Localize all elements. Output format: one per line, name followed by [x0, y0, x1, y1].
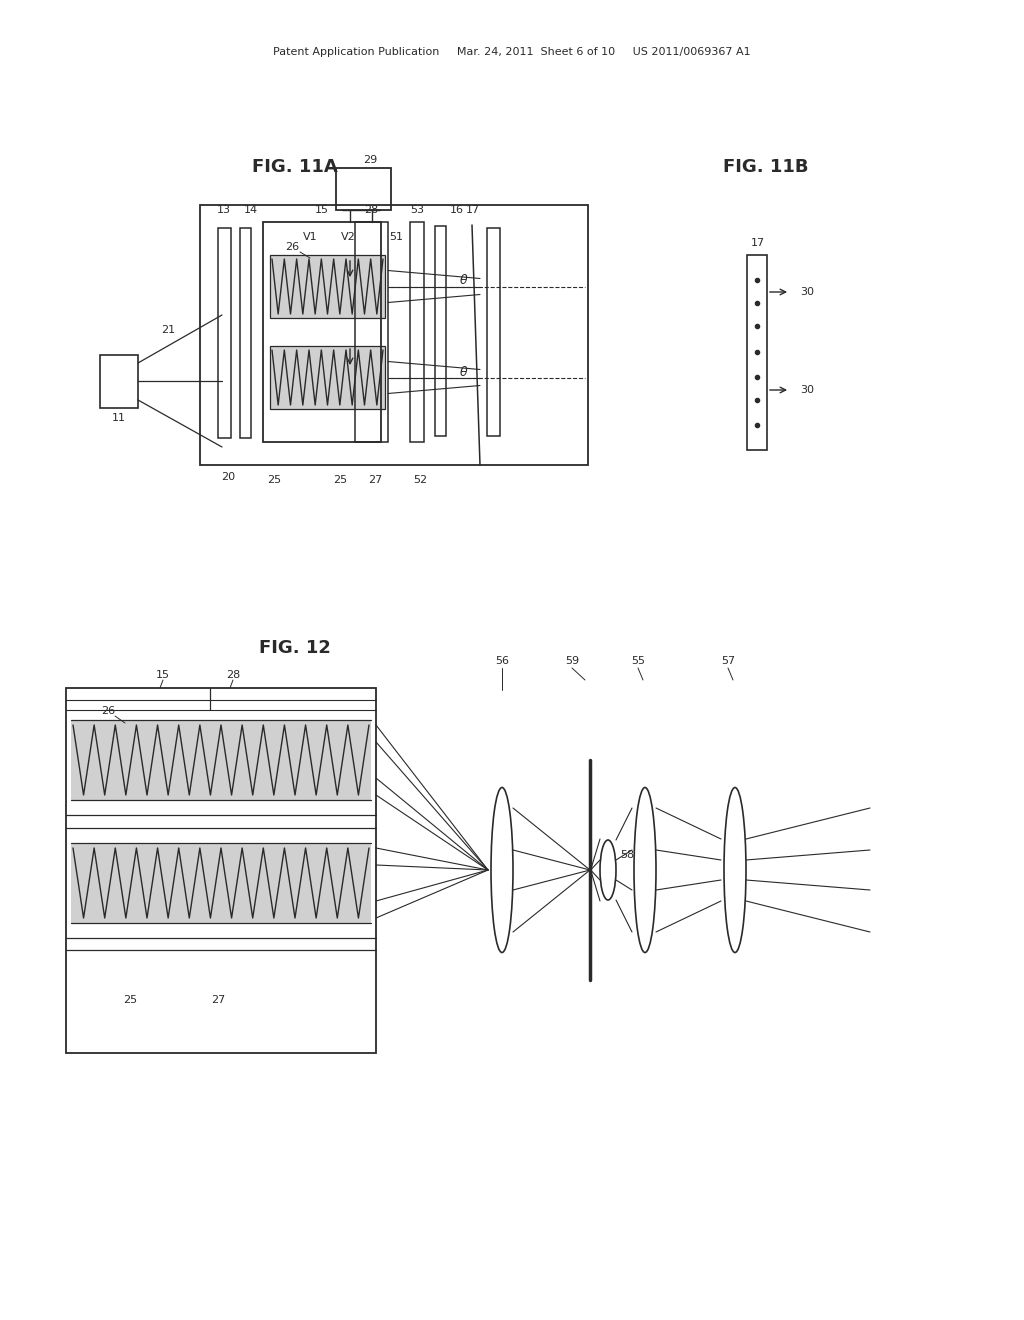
Bar: [487, 228, 500, 436]
Text: 25: 25: [267, 475, 281, 484]
Bar: [66, 688, 376, 1053]
Text: Patent Application Publication     Mar. 24, 2011  Sheet 6 of 10     US 2011/0069: Patent Application Publication Mar. 24, …: [273, 48, 751, 57]
Text: 20: 20: [221, 473, 236, 482]
Text: 25: 25: [333, 475, 347, 484]
Text: 15: 15: [315, 205, 329, 215]
Text: 17: 17: [466, 205, 480, 215]
Bar: [71, 719, 371, 800]
Bar: [218, 228, 231, 438]
Bar: [270, 346, 385, 409]
Bar: [270, 255, 385, 318]
Bar: [435, 226, 446, 436]
Text: 51: 51: [389, 232, 403, 242]
Text: 30: 30: [800, 385, 814, 395]
Bar: [71, 843, 371, 923]
Ellipse shape: [724, 788, 746, 953]
Ellipse shape: [634, 788, 656, 953]
Text: 28: 28: [226, 671, 240, 680]
Text: 14: 14: [244, 205, 258, 215]
Text: 15: 15: [156, 671, 170, 680]
Bar: [410, 222, 424, 442]
Text: 26: 26: [285, 242, 299, 252]
Text: 57: 57: [721, 656, 735, 667]
Text: 28: 28: [364, 205, 378, 215]
Text: 26: 26: [101, 706, 115, 715]
Text: 29: 29: [362, 154, 377, 165]
Text: 27: 27: [211, 995, 225, 1005]
Ellipse shape: [490, 788, 513, 953]
Text: 11: 11: [112, 413, 126, 422]
Text: FIG. 12: FIG. 12: [259, 639, 331, 657]
Text: V2: V2: [341, 232, 355, 242]
Bar: [270, 255, 385, 318]
Text: 52: 52: [413, 475, 427, 484]
Text: 27: 27: [368, 475, 382, 484]
Text: 30: 30: [800, 286, 814, 297]
Bar: [240, 228, 251, 438]
Bar: [200, 205, 588, 465]
Text: FIG. 11B: FIG. 11B: [723, 158, 809, 176]
Text: 25: 25: [123, 995, 137, 1005]
Text: 58: 58: [620, 850, 634, 861]
Bar: [263, 222, 381, 442]
Bar: [746, 255, 767, 450]
Text: 21: 21: [161, 325, 175, 335]
Text: 55: 55: [631, 656, 645, 667]
Text: 53: 53: [410, 205, 424, 215]
Bar: [355, 222, 388, 442]
Text: 16: 16: [450, 205, 464, 215]
Text: 17: 17: [751, 238, 765, 248]
Text: θ: θ: [460, 275, 468, 288]
Text: V1: V1: [303, 232, 317, 242]
Bar: [270, 346, 385, 409]
Text: FIG. 11A: FIG. 11A: [252, 158, 338, 176]
Text: θ: θ: [460, 367, 468, 380]
Ellipse shape: [600, 840, 616, 900]
Text: 13: 13: [217, 205, 231, 215]
Bar: [100, 355, 138, 408]
Text: 59: 59: [565, 656, 579, 667]
Bar: [336, 168, 391, 210]
Text: 56: 56: [495, 656, 509, 667]
